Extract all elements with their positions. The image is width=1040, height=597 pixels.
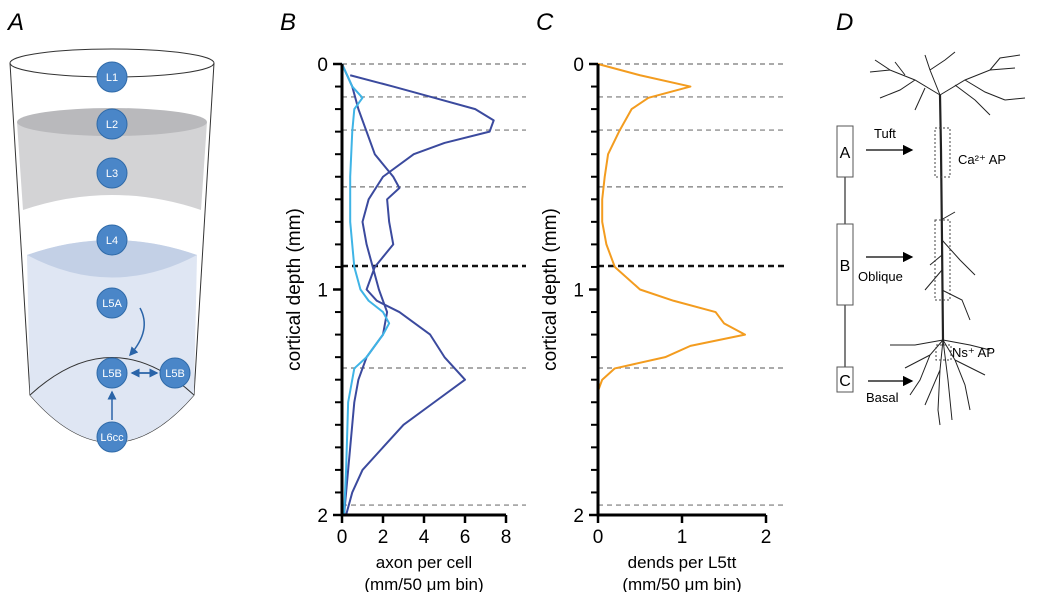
panel-label: B	[280, 9, 296, 36]
neuron	[869, 51, 1026, 426]
panel-a: A L1 L2 L3 L4 L5A L5B L5B L6cc	[6, 9, 215, 453]
layer-node	[159, 357, 191, 389]
panel-d: D A B C Tuft Oblique Basal Ca²⁺ AP Ns⁺ A…	[836, 9, 1026, 426]
profile-line	[341, 63, 466, 516]
spike-label: Ns⁺ AP	[952, 345, 995, 360]
panel-label: C	[536, 9, 554, 36]
input-label: Basal	[866, 390, 899, 405]
y-axis-label: cortical depth (mm)	[540, 208, 561, 371]
y-tick-label: 1	[317, 281, 328, 302]
compartment-box	[836, 223, 854, 306]
layer-label: L6cc	[100, 432, 124, 444]
layer-node	[96, 157, 128, 189]
layer-label: L5A	[102, 298, 122, 310]
y-axis-label: cortical depth (mm)	[284, 208, 305, 371]
layer-node	[96, 108, 128, 140]
panel-label: D	[836, 9, 853, 36]
layer-nodes: L1 L2 L3 L4 L5A L5B L5B L6cc	[96, 61, 191, 453]
layer-label: L2	[106, 119, 118, 131]
compartment-label: C	[839, 373, 851, 390]
x-tick-label: 1	[677, 527, 688, 548]
recording-region	[934, 219, 951, 301]
x-tick-label: 4	[419, 527, 430, 548]
y-tick-label: 0	[317, 55, 328, 76]
compartment-label: A	[840, 145, 851, 162]
spike-label: Ca²⁺ AP	[958, 152, 1006, 167]
layer-node	[96, 421, 128, 453]
input-label: Tuft	[874, 126, 896, 141]
x-axis-label: (mm/50 μm bin)	[622, 575, 741, 592]
profile-line	[597, 63, 746, 392]
y-tick-label: 2	[573, 506, 584, 527]
x-tick-label: 8	[501, 527, 512, 548]
compartment-label: B	[840, 258, 851, 275]
profile-line	[343, 74, 495, 516]
x-tick-label: 2	[761, 527, 772, 548]
recording-region	[935, 344, 952, 361]
layer-label: L5B	[102, 368, 122, 380]
layer-node	[96, 357, 128, 389]
layer-label: L4	[106, 235, 118, 247]
x-axis-label: dends per L5tt	[628, 553, 737, 572]
panel-label: A	[6, 9, 24, 36]
x-tick-label: 6	[460, 527, 471, 548]
layer-surface	[27, 240, 197, 278]
layer-label: L1	[106, 72, 118, 84]
layer-band	[27, 240, 197, 443]
compartment-box	[836, 366, 854, 393]
layer-node	[96, 287, 128, 319]
layer-node	[96, 61, 128, 93]
profile-line	[341, 63, 391, 516]
layer-node	[96, 224, 128, 256]
recording-region	[934, 127, 951, 178]
layer-label: L3	[106, 168, 118, 180]
x-axis-label: axon per cell	[376, 553, 472, 572]
x-axis-label: (mm/50 μm bin)	[364, 575, 483, 592]
input-label: Oblique	[858, 269, 903, 284]
layer-label: L5B	[165, 368, 185, 380]
x-tick-label: 0	[593, 527, 604, 548]
y-tick-label: 1	[573, 281, 584, 302]
y-tick-label: 2	[317, 506, 328, 527]
x-tick-label: 0	[337, 527, 348, 548]
arrow	[129, 307, 145, 357]
compartment-box	[836, 125, 854, 178]
x-tick-label: 2	[378, 527, 389, 548]
y-tick-label: 0	[573, 55, 584, 76]
